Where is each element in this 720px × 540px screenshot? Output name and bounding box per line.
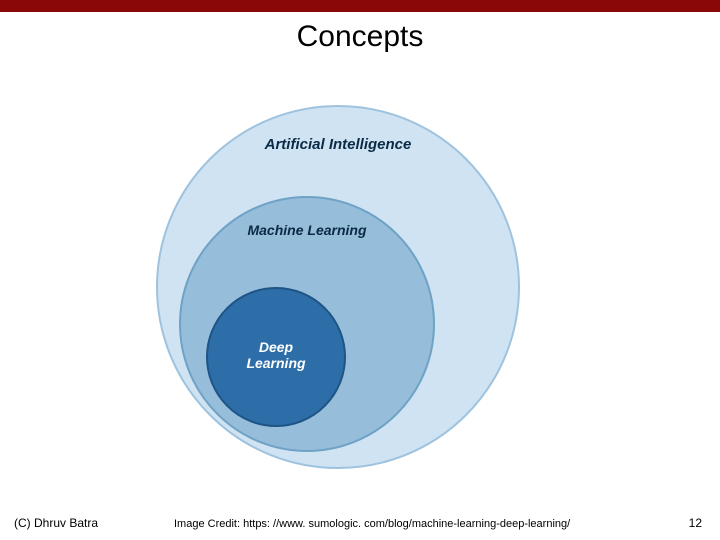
page-number: 12: [689, 516, 702, 530]
circle-label-dl: Deep Learning: [216, 339, 336, 371]
venn-diagram: Artificial Intelligence Machine Learning D…: [0, 54, 720, 484]
circle-label-ai: Artificial Intelligence: [208, 136, 468, 153]
image-credit-text: Image Credit: https: //www. sumologic. c…: [174, 518, 570, 530]
top-accent-bar: [0, 0, 720, 12]
slide-title: Concepts: [0, 20, 720, 54]
slide-footer: (C) Dhruv Batra Image Credit: https: //w…: [0, 510, 720, 530]
circle-label-ml: Machine Learning: [207, 222, 407, 238]
copyright-text: (C) Dhruv Batra: [14, 516, 98, 530]
